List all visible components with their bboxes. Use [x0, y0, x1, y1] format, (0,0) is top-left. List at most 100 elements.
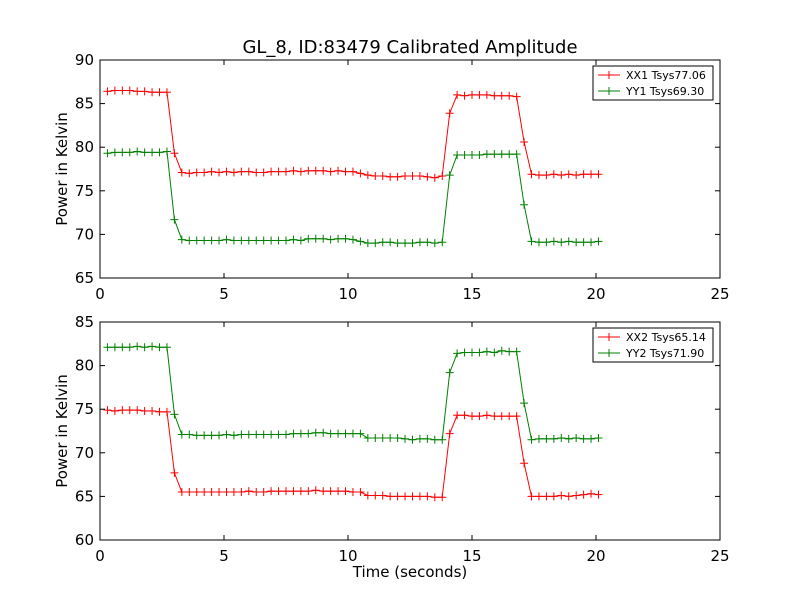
data-point	[274, 487, 283, 496]
y-tick-label: 75	[75, 400, 94, 418]
data-point	[415, 492, 424, 501]
data-point	[378, 238, 387, 247]
data-point	[572, 491, 581, 500]
data-point	[334, 234, 343, 243]
data-point	[140, 406, 149, 415]
data-point	[207, 167, 216, 176]
data-point	[222, 430, 231, 439]
x-tick-label: 25	[710, 285, 729, 303]
data-point	[252, 430, 261, 439]
data-point	[363, 171, 372, 180]
data-point	[408, 435, 417, 444]
data-point	[445, 368, 454, 377]
data-point	[393, 239, 402, 248]
data-point	[356, 429, 365, 438]
data-point	[170, 468, 179, 477]
data-point	[170, 410, 179, 419]
y-tick-label: 60	[75, 531, 94, 549]
data-point	[401, 434, 410, 443]
legend-marker	[605, 71, 613, 79]
data-point	[408, 239, 417, 248]
data-point	[319, 428, 328, 437]
data-point	[133, 342, 142, 351]
data-point	[348, 235, 357, 244]
x-tick-label: 10	[338, 285, 357, 303]
data-point	[579, 490, 588, 499]
data-point	[341, 234, 350, 243]
data-point	[415, 171, 424, 180]
data-point	[215, 168, 224, 177]
data-point	[475, 348, 484, 357]
data-point	[334, 487, 343, 496]
data-point	[140, 148, 149, 157]
data-point	[103, 406, 112, 415]
y-tick-label: 85	[75, 313, 94, 331]
data-point	[505, 150, 514, 159]
data-point	[259, 168, 268, 177]
x-axis-label: Time (seconds)	[352, 563, 468, 581]
data-point	[527, 435, 536, 444]
data-point	[222, 167, 231, 176]
data-point	[274, 167, 283, 176]
data-point	[423, 492, 432, 501]
data-point	[155, 148, 164, 157]
data-point	[192, 431, 201, 440]
data-point	[468, 151, 476, 160]
data-point	[125, 86, 134, 95]
data-point	[334, 429, 343, 438]
data-point	[192, 168, 201, 177]
legend-marker	[605, 87, 613, 95]
data-point	[520, 137, 529, 146]
data-point	[460, 411, 469, 420]
data-point	[430, 435, 439, 444]
data-point	[572, 238, 581, 247]
data-point	[393, 433, 402, 442]
data-point	[564, 237, 573, 246]
data-point	[244, 430, 253, 439]
data-point	[401, 239, 410, 248]
y-tick-label: 90	[75, 51, 94, 69]
data-point	[289, 235, 298, 244]
legend-box	[592, 65, 714, 101]
data-point	[512, 347, 521, 356]
data-point	[289, 166, 298, 175]
data-point	[110, 86, 119, 95]
data-point	[185, 488, 194, 497]
data-point	[549, 170, 558, 179]
data-point	[393, 172, 402, 181]
data-point	[378, 171, 387, 180]
data-point	[334, 166, 343, 175]
data-point	[110, 148, 119, 157]
data-point	[304, 234, 313, 243]
data-point	[326, 235, 335, 244]
data-point	[311, 166, 320, 175]
series-path	[107, 151, 599, 244]
data-point	[311, 428, 320, 437]
series-2-line	[103, 342, 603, 444]
data-point	[155, 343, 164, 352]
data-point	[252, 236, 261, 245]
data-point	[520, 459, 529, 468]
data-point	[386, 238, 395, 247]
data-point	[304, 429, 313, 438]
data-point	[460, 91, 469, 100]
data-point	[177, 235, 186, 244]
data-point	[415, 238, 424, 247]
data-point	[453, 349, 462, 358]
data-point	[148, 88, 157, 97]
data-point	[527, 492, 536, 501]
x-tick-label: 10	[338, 547, 357, 565]
data-point	[497, 412, 506, 421]
data-point	[386, 492, 395, 501]
data-point	[259, 236, 268, 245]
data-point	[527, 237, 536, 246]
y-axis-label: Power in Kelvin	[53, 112, 71, 226]
series-path	[107, 409, 599, 498]
data-point	[534, 492, 543, 501]
data-point	[557, 171, 566, 180]
data-point	[408, 171, 417, 180]
y-axis-label: Power in Kelvin	[53, 374, 71, 488]
data-point	[423, 238, 432, 247]
data-point	[229, 168, 238, 177]
data-point	[505, 347, 514, 356]
